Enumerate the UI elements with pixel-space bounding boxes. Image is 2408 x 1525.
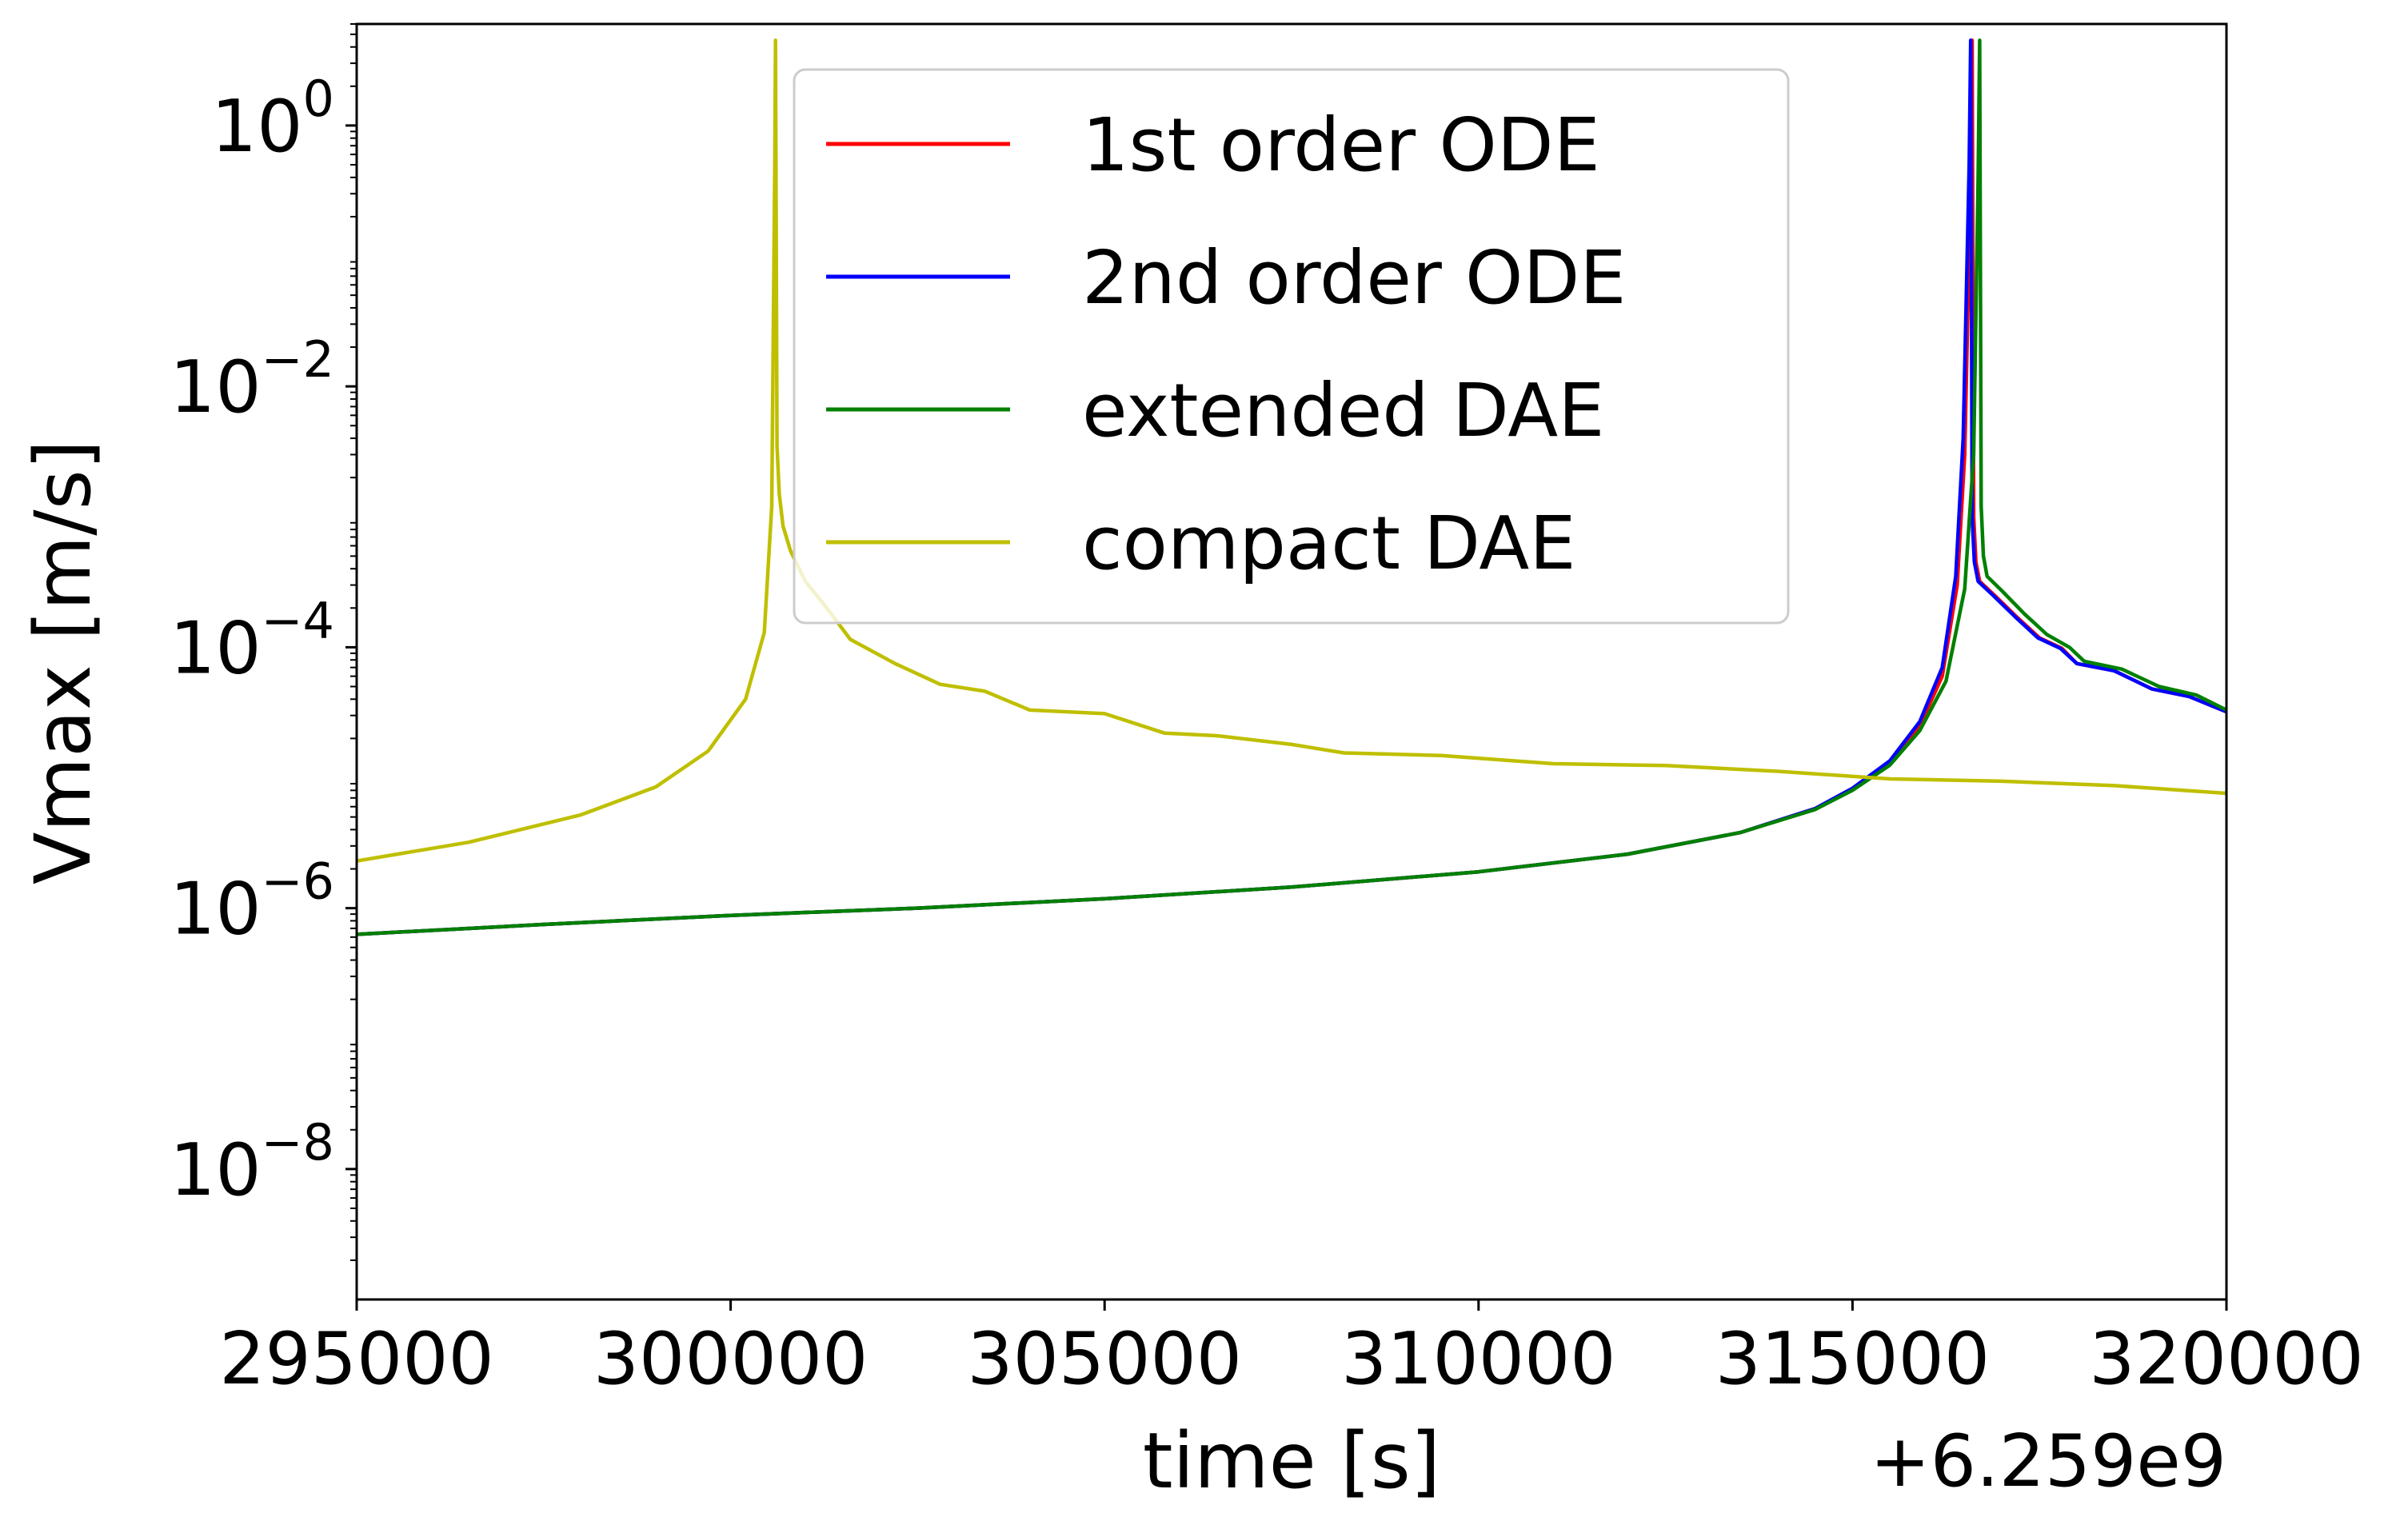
x-tick-label-2: 300000 xyxy=(593,1317,869,1401)
y-tick-label-3: 10−4 xyxy=(170,591,334,690)
y-tick-label-1: 100 xyxy=(211,70,334,169)
legend-label-3: extended DAE xyxy=(1082,368,1604,453)
y-axis-ticks: 100 10−2 10−4 10−6 10−8 xyxy=(170,23,357,1261)
x-tick-label-5: 315000 xyxy=(1715,1317,1991,1401)
x-tick-label-3: 305000 xyxy=(967,1317,1242,1401)
x-axis-ticks: 295000 300000 305000 310000 315000 320000 xyxy=(219,1299,2364,1401)
x-tick-label-6: 320000 xyxy=(2089,1317,2364,1401)
x-axis-label: time [s] xyxy=(1143,1416,1440,1506)
y-tick-label-2: 10−2 xyxy=(170,330,334,429)
legend-label-4: compact DAE xyxy=(1082,501,1575,586)
y-tick-label-5: 10−8 xyxy=(170,1113,334,1212)
series-layer xyxy=(357,38,2226,936)
legend-label-1: 1st order ODE xyxy=(1082,102,1600,188)
legend-label-2: 2nd order ODE xyxy=(1082,235,1626,321)
series-line-4 xyxy=(357,38,2226,863)
plot-frame xyxy=(355,22,2228,1301)
x-offset-label: +6.259e9 xyxy=(1870,1419,2226,1503)
legend-box xyxy=(793,68,1790,625)
legend: 1st order ODE 2nd order ODE extended DAE co… xyxy=(793,68,1790,625)
x-tick-label-4: 310000 xyxy=(1341,1317,1616,1401)
series-line-3 xyxy=(357,38,2226,936)
y-axis-label: Vmax [m/s] xyxy=(18,440,108,884)
y-tick-label-4: 10−6 xyxy=(170,852,334,952)
x-tick-label-1: 295000 xyxy=(219,1317,494,1401)
